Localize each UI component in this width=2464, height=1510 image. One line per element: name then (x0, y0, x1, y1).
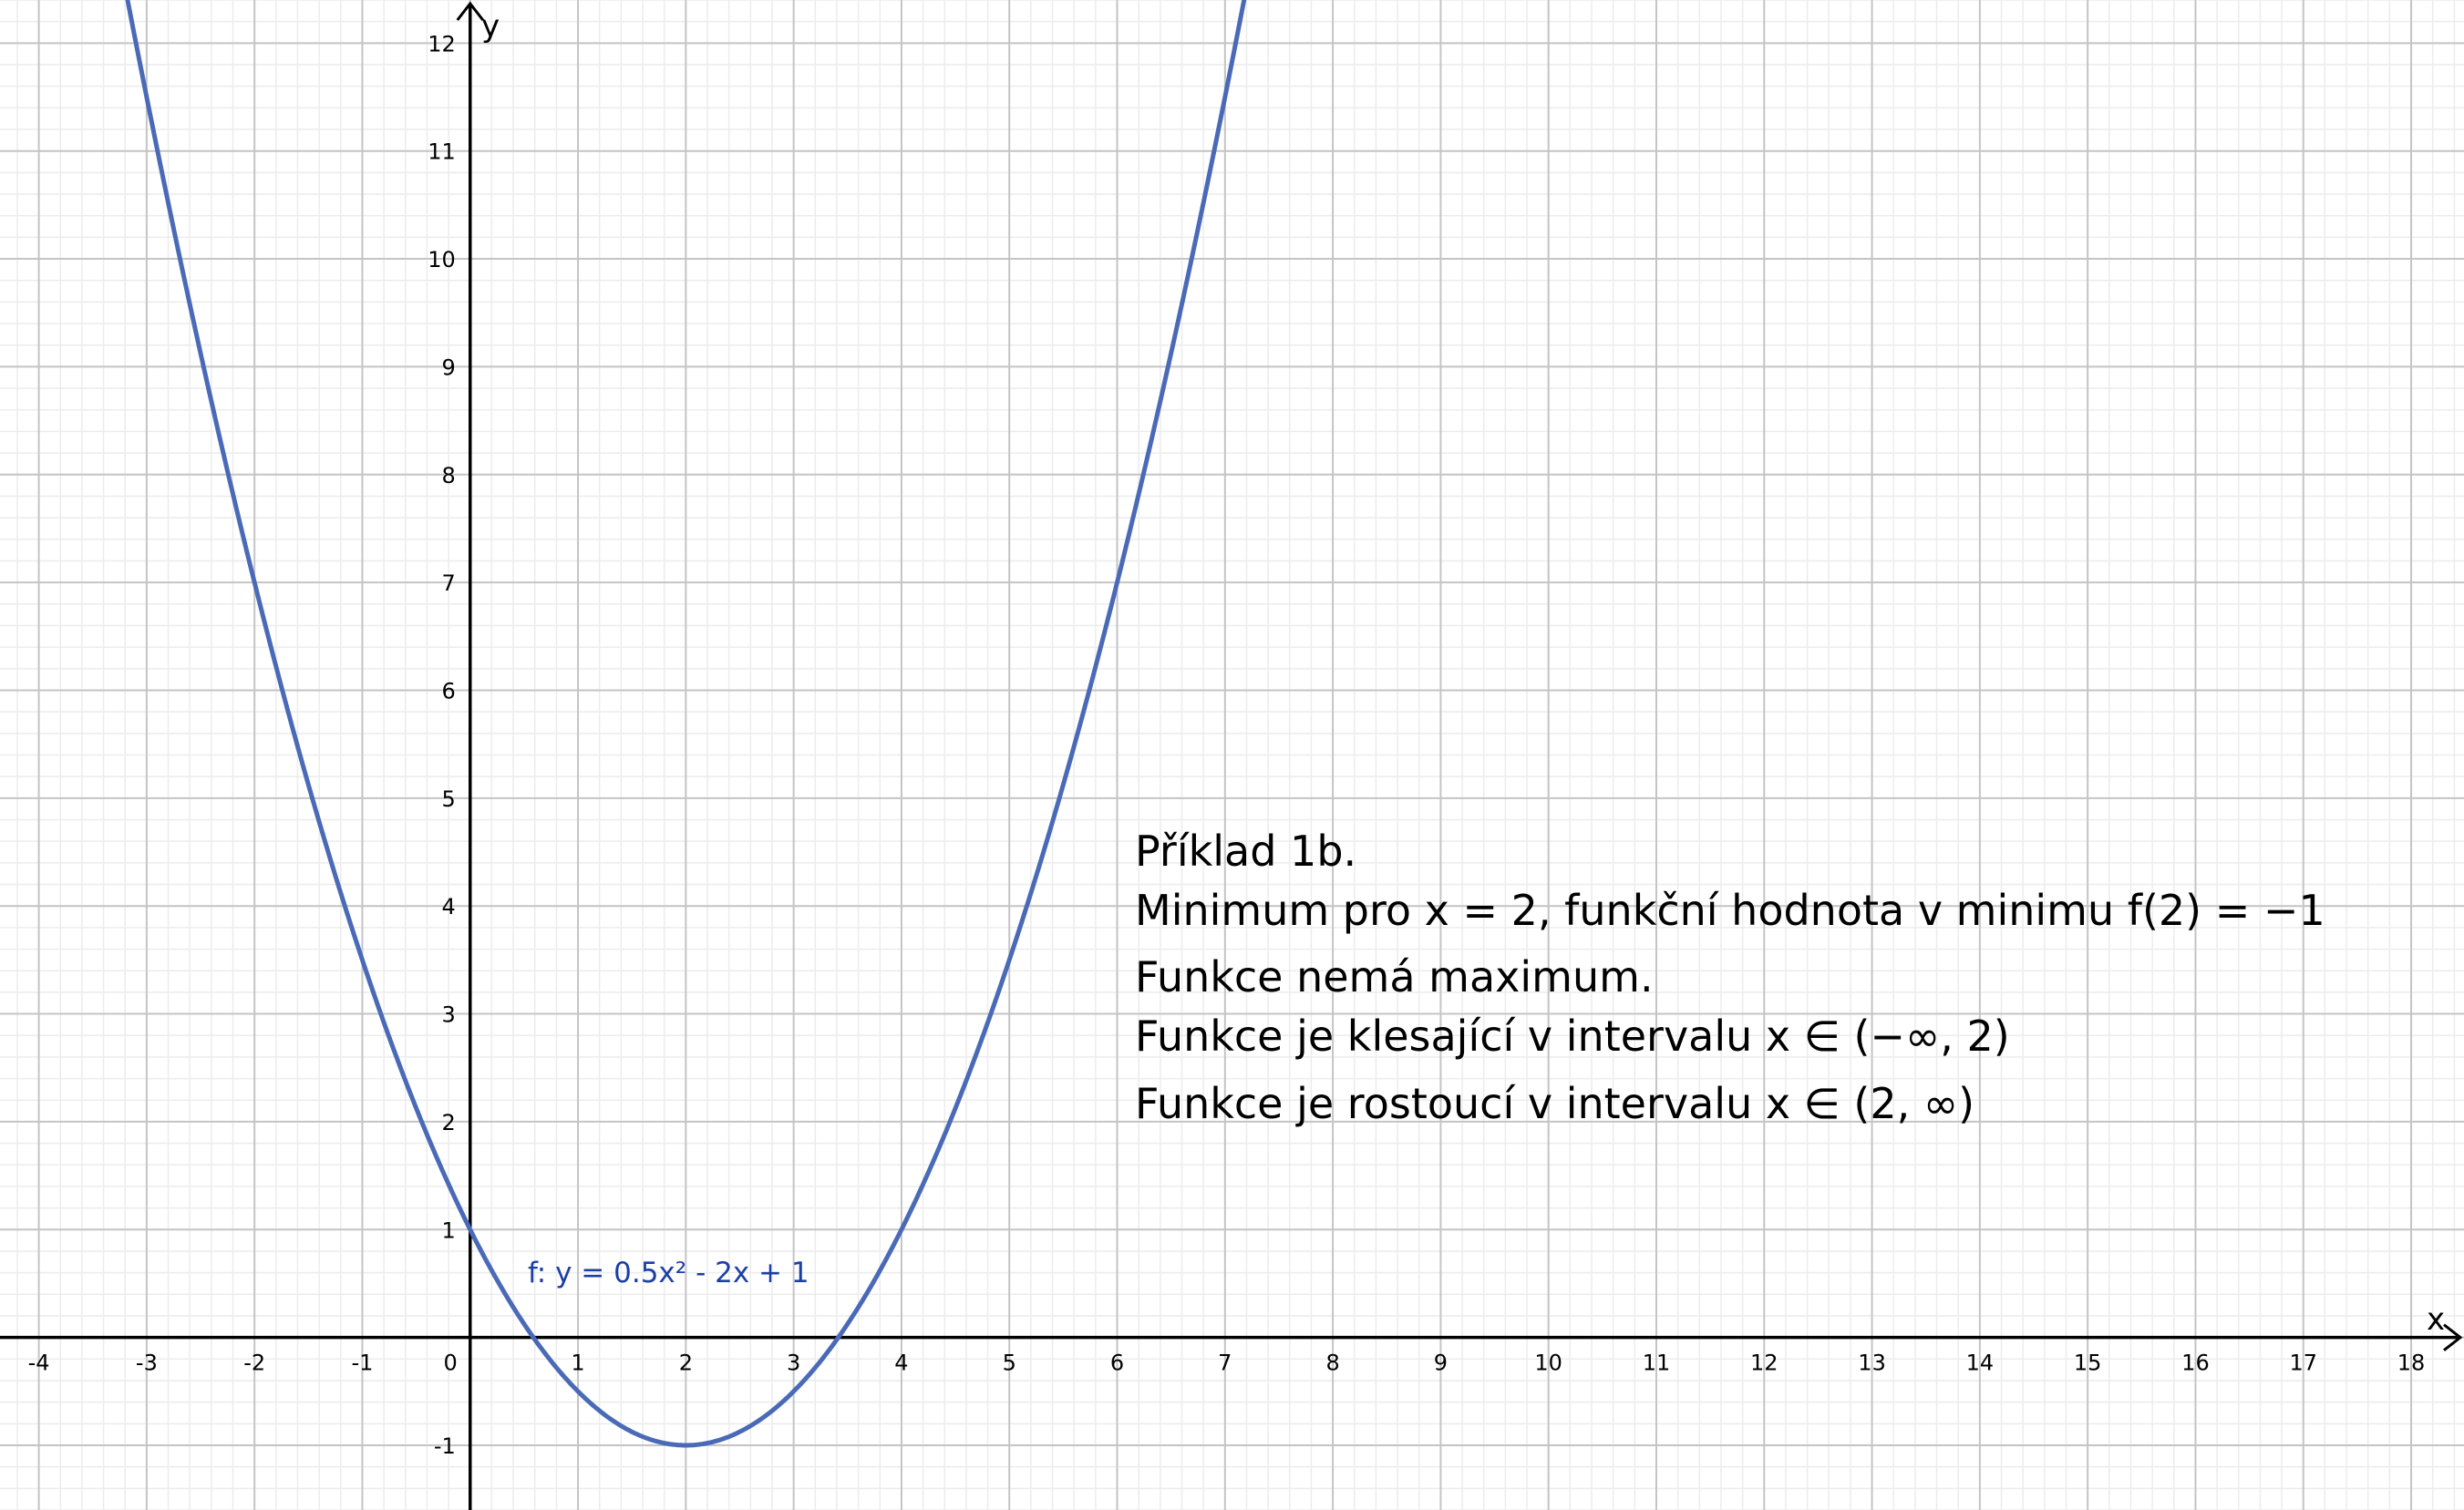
tick-labels: -4 -3 -2 -1 0 1 2 3 4 5 6 7 8 9 10 11 12 13 14 15 16 17 18-112… (28, 31, 2426, 1459)
x-tick-label: -3 (136, 1351, 158, 1376)
y-axis-label: y (481, 8, 500, 45)
function-curve-f[interactable] (120, 0, 1253, 1448)
y-tick-label: -1 (434, 1433, 456, 1459)
y-tick-label: 6 (441, 678, 455, 704)
x-tick-label: 1 (571, 1351, 584, 1376)
x-axis-arrow-icon (2443, 1323, 2463, 1351)
annotation-title: Příklad 1b. (1135, 827, 1356, 876)
x-tick-label: -2 (243, 1351, 265, 1376)
x-tick-label: -4 (28, 1351, 50, 1376)
x-tick-label: 3 (787, 1351, 800, 1376)
annotation-decreasing: Funkce je klesající v intervalu x ∈ (−∞,… (1135, 1012, 2010, 1061)
y-tick-label: 9 (441, 354, 455, 380)
x-tick-label: 10 (1534, 1351, 1562, 1376)
y-tick-label: 8 (441, 463, 455, 488)
annotation-increasing: Funkce je rostoucí v intervalu x ∈ (2, ∞… (1135, 1079, 1974, 1128)
y-tick-label: 1 (441, 1217, 455, 1243)
y-tick-label: 11 (428, 139, 456, 165)
x-tick-label: 16 (2181, 1351, 2210, 1376)
x-tick-label: 2 (679, 1351, 693, 1376)
annotation-maximum: Funkce nemá maximum. (1135, 952, 1654, 1002)
y-tick-label: 2 (441, 1110, 455, 1135)
x-axis-label: x (2427, 1301, 2445, 1338)
x-tick-label: 0 (443, 1351, 457, 1376)
x-tick-label: -1 (351, 1351, 373, 1376)
x-tick-label: 7 (1218, 1351, 1232, 1376)
x-tick-label: 6 (1110, 1351, 1124, 1376)
x-tick-label: 11 (1643, 1351, 1671, 1376)
x-tick-label: 14 (1966, 1351, 1995, 1376)
y-tick-label: 3 (441, 1002, 455, 1028)
y-tick-label: 7 (441, 570, 455, 596)
x-tick-label: 4 (894, 1351, 908, 1376)
function-label[interactable]: f: y = 0.5x² - 2x + 1 (528, 1257, 809, 1289)
x-tick-label: 17 (2289, 1351, 2317, 1376)
y-tick-label: 5 (441, 786, 455, 812)
x-tick-label: 15 (2074, 1351, 2102, 1376)
y-tick-label: 12 (428, 31, 456, 56)
x-tick-label: 13 (1858, 1351, 1886, 1376)
y-tick-label: 4 (441, 894, 455, 919)
x-tick-label: 8 (1325, 1351, 1339, 1376)
x-tick-label: 18 (2397, 1351, 2426, 1376)
x-tick-label: 5 (1003, 1351, 1016, 1376)
x-tick-label: 9 (1434, 1351, 1448, 1376)
y-tick-label: 10 (428, 247, 456, 272)
annotation-minimum: Minimum pro x = 2, funkční hodnota v min… (1135, 886, 2325, 935)
x-tick-label: 12 (1750, 1351, 1778, 1376)
y-axis-arrow-icon (456, 1, 484, 21)
